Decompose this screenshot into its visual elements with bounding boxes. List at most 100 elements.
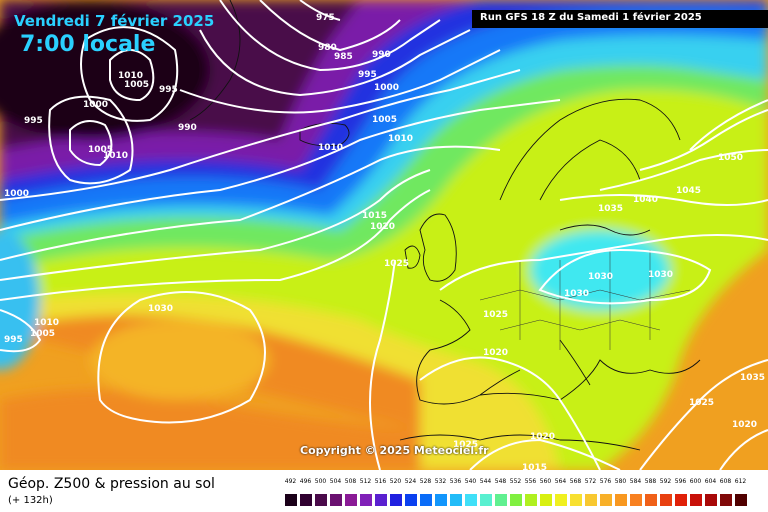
scale-label: 580 [614,478,627,485]
scale-swatch [585,494,597,506]
label-1030-west: 1030 [148,304,173,314]
label-1010-west: 1010 [34,318,59,328]
scale-label: 540 [464,478,477,485]
isobar-1010 [0,145,501,261]
scale-swatch [285,494,297,506]
weather-map: 975 980 985 990 995 1000 1005 1010 995 1… [0,0,768,470]
z500-band-blue [0,8,768,226]
isobars [0,0,768,470]
scale-label: 552 [509,478,522,485]
scale-swatch [645,494,657,506]
scale-swatch [555,494,567,506]
z500-band-deepblue [0,0,768,200]
scale-label: 520 [389,478,402,485]
label-1005: 1005 [372,115,397,125]
scale-label: 584 [629,478,642,485]
label-990-low: 990 [178,123,197,133]
label-1025-euro: 1025 [483,310,508,320]
label-1035: 1035 [598,204,623,214]
z500-band-green [0,65,768,270]
isobar-1040-euro [599,149,768,191]
scale-swatch [690,494,702,506]
africa-coast [399,434,641,451]
isobar-1030-west [97,291,266,424]
baltic-coast [559,224,651,236]
isobar-low-ring-3 [69,120,113,167]
scale-label: 576 [599,478,612,485]
scale-label: 508 [344,478,357,485]
label-1030-a: 1030 [588,272,613,282]
scale-label: 600 [689,478,702,485]
isobar-labels: 975 980 985 990 995 1000 1005 1010 995 1… [4,13,765,470]
z500-band-aqua [0,35,768,240]
label-995-low: 995 [24,116,43,126]
scale-label: 504 [329,478,342,485]
ireland-coast [404,245,421,269]
isobar-1020-east [719,429,768,470]
scale-swatch [450,494,462,506]
scale-swatch [615,494,627,506]
label-1000-low: 1000 [83,100,108,110]
scale-swatch [510,494,522,506]
europe-west-coast [416,299,521,405]
scale-label: 588 [644,478,657,485]
italy-coast [559,339,591,386]
label-1010-mid: 1010 [318,143,343,153]
scale-label: 500 [314,478,327,485]
z500-band-yellowgreen [0,89,768,470]
label-1050: 1050 [718,153,743,163]
label-1015-africa: 1015 [522,463,547,470]
label-985: 985 [334,52,353,62]
scale-swatch [570,494,582,506]
isobar-990 [199,29,471,97]
label-1005-ring: 1005 [88,145,113,155]
label-1025-mid: 1025 [384,259,409,269]
label-1035-east: 1035 [740,373,765,383]
copyright: Copyright © 2025 Meteociel.fr [300,444,489,457]
mediterranean-coast [479,359,701,401]
label-1020-africa: 1020 [530,432,555,442]
scale-label: 604 [704,478,717,485]
isobar-1045-euro [639,109,768,171]
scale-swatch [630,494,642,506]
scale-swatch [375,494,387,506]
scale-label: 556 [524,478,537,485]
label-1000: 1000 [374,83,399,93]
label-1005-west: 1005 [30,329,55,339]
scale-swatch [390,494,402,506]
isobar-low-ring-2 [80,26,179,122]
forecast-offset: (+ 132h) [8,495,53,506]
scale-swatch [360,494,372,506]
label-1030-c: 1030 [564,289,589,299]
uk-coast [419,213,457,282]
scale-label: 492 [284,478,297,485]
scale-swatch [660,494,672,506]
scale-label: 516 [374,478,387,485]
isobar-low-ring-1 [109,49,155,102]
isobar-1000 [0,69,521,201]
isobar-1030-euro [538,248,712,305]
scale-label: 564 [554,478,567,485]
forecast-time: 7:00 locale [20,32,156,57]
scale-label: 560 [539,478,552,485]
label-1040: 1040 [633,195,658,205]
scale-label: 532 [434,478,447,485]
scale-swatch [525,494,537,506]
label-990: 990 [372,50,391,60]
scale-label: 548 [494,478,507,485]
scale-label: 608 [719,478,732,485]
scale-label: 496 [299,478,312,485]
isobar-1050-euro [689,99,768,151]
scale-swatch [345,494,357,506]
z500-west-edge-blue [0,230,40,370]
isobar-west-small [0,309,42,353]
forecast-date: Vendredi 7 février 2025 [14,12,215,30]
isobar-1005 [0,99,561,231]
greenland-coast [189,0,241,121]
label-1000-left: 1000 [4,189,29,199]
scale-swatch [495,494,507,506]
scale-swatch [465,494,477,506]
label-1005-low: 1005 [124,80,149,90]
scale-swatch [675,494,687,506]
scale-label: 512 [359,478,372,485]
